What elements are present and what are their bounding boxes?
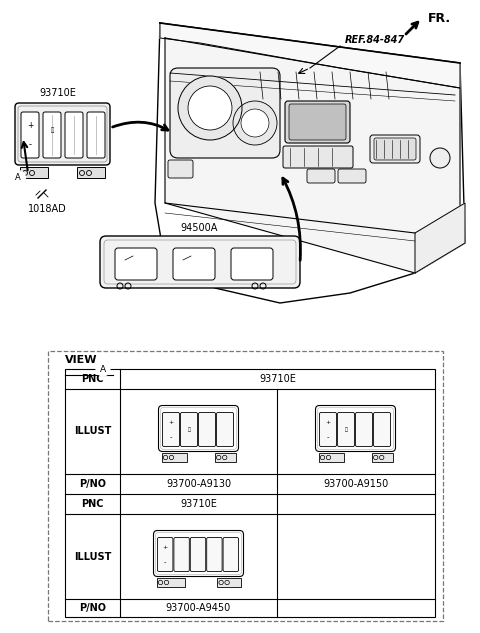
Text: P/NO: P/NO bbox=[79, 479, 106, 489]
FancyBboxPatch shape bbox=[43, 112, 61, 158]
FancyBboxPatch shape bbox=[65, 112, 83, 158]
FancyBboxPatch shape bbox=[338, 169, 366, 183]
Text: VIEW: VIEW bbox=[65, 355, 97, 365]
Bar bbox=[372, 453, 393, 461]
Text: PNC: PNC bbox=[81, 374, 104, 384]
Text: ⭘: ⭘ bbox=[345, 427, 348, 432]
Text: 93700-A9130: 93700-A9130 bbox=[166, 479, 231, 489]
FancyBboxPatch shape bbox=[21, 112, 39, 158]
Circle shape bbox=[430, 148, 450, 168]
Text: ILLUST: ILLUST bbox=[74, 427, 111, 437]
Bar bbox=[217, 577, 240, 587]
FancyBboxPatch shape bbox=[154, 530, 243, 577]
Bar bbox=[77, 167, 105, 178]
Text: A: A bbox=[100, 365, 106, 373]
Text: +: + bbox=[168, 420, 174, 425]
FancyBboxPatch shape bbox=[370, 135, 420, 163]
FancyBboxPatch shape bbox=[216, 413, 233, 446]
Circle shape bbox=[241, 109, 269, 137]
FancyBboxPatch shape bbox=[307, 169, 335, 183]
Circle shape bbox=[11, 170, 25, 185]
Text: ⭘: ⭘ bbox=[188, 427, 191, 432]
Text: A: A bbox=[15, 173, 21, 182]
Text: 93710E: 93710E bbox=[39, 88, 76, 98]
Text: PNC: PNC bbox=[81, 499, 104, 509]
Bar bbox=[319, 453, 344, 461]
Text: +: + bbox=[325, 420, 331, 425]
FancyBboxPatch shape bbox=[173, 248, 215, 280]
Text: 93710E: 93710E bbox=[180, 499, 217, 509]
Text: 1018AD: 1018AD bbox=[28, 204, 67, 214]
FancyBboxPatch shape bbox=[231, 248, 273, 280]
FancyBboxPatch shape bbox=[374, 138, 416, 160]
Text: 93700-A9450: 93700-A9450 bbox=[166, 603, 231, 613]
FancyBboxPatch shape bbox=[373, 413, 391, 446]
Text: 94500A: 94500A bbox=[180, 223, 217, 233]
FancyBboxPatch shape bbox=[285, 101, 350, 143]
FancyBboxPatch shape bbox=[15, 103, 110, 165]
Bar bbox=[215, 453, 236, 461]
FancyBboxPatch shape bbox=[158, 406, 239, 451]
Text: -: - bbox=[170, 434, 172, 440]
FancyBboxPatch shape bbox=[207, 537, 222, 572]
Text: -: - bbox=[164, 559, 167, 565]
Circle shape bbox=[178, 76, 242, 140]
Text: ⏸: ⏸ bbox=[50, 128, 54, 133]
FancyBboxPatch shape bbox=[163, 413, 180, 446]
FancyBboxPatch shape bbox=[223, 537, 239, 572]
Text: P/NO: P/NO bbox=[79, 603, 106, 613]
FancyBboxPatch shape bbox=[315, 406, 396, 451]
Bar bbox=[20, 167, 48, 178]
FancyBboxPatch shape bbox=[190, 537, 206, 572]
FancyBboxPatch shape bbox=[170, 68, 280, 158]
Bar bbox=[161, 453, 187, 461]
FancyBboxPatch shape bbox=[337, 413, 355, 446]
Text: 93710E: 93710E bbox=[259, 374, 296, 384]
Text: +: + bbox=[163, 544, 168, 549]
Polygon shape bbox=[415, 203, 465, 273]
Circle shape bbox=[233, 101, 277, 145]
Polygon shape bbox=[165, 38, 460, 273]
Polygon shape bbox=[160, 23, 460, 88]
FancyBboxPatch shape bbox=[87, 112, 105, 158]
FancyBboxPatch shape bbox=[199, 413, 216, 446]
FancyBboxPatch shape bbox=[100, 236, 300, 288]
FancyBboxPatch shape bbox=[174, 537, 189, 572]
Text: ILLUST: ILLUST bbox=[74, 551, 111, 561]
Polygon shape bbox=[155, 23, 465, 303]
Text: +: + bbox=[27, 122, 33, 130]
Text: FR.: FR. bbox=[428, 11, 451, 25]
Bar bbox=[65, 369, 435, 617]
FancyBboxPatch shape bbox=[115, 248, 157, 280]
Bar bbox=[156, 577, 185, 587]
FancyBboxPatch shape bbox=[356, 413, 372, 446]
Circle shape bbox=[96, 362, 110, 376]
FancyBboxPatch shape bbox=[320, 413, 336, 446]
FancyBboxPatch shape bbox=[157, 537, 173, 572]
FancyBboxPatch shape bbox=[180, 413, 197, 446]
FancyBboxPatch shape bbox=[168, 160, 193, 178]
Text: 93700-A9150: 93700-A9150 bbox=[323, 479, 388, 489]
Text: -: - bbox=[327, 434, 329, 440]
Text: REF.84-847: REF.84-847 bbox=[345, 35, 405, 45]
FancyBboxPatch shape bbox=[289, 104, 346, 140]
Bar bbox=[48, 351, 443, 621]
Circle shape bbox=[188, 86, 232, 130]
Text: -: - bbox=[28, 140, 32, 149]
FancyBboxPatch shape bbox=[283, 146, 353, 168]
